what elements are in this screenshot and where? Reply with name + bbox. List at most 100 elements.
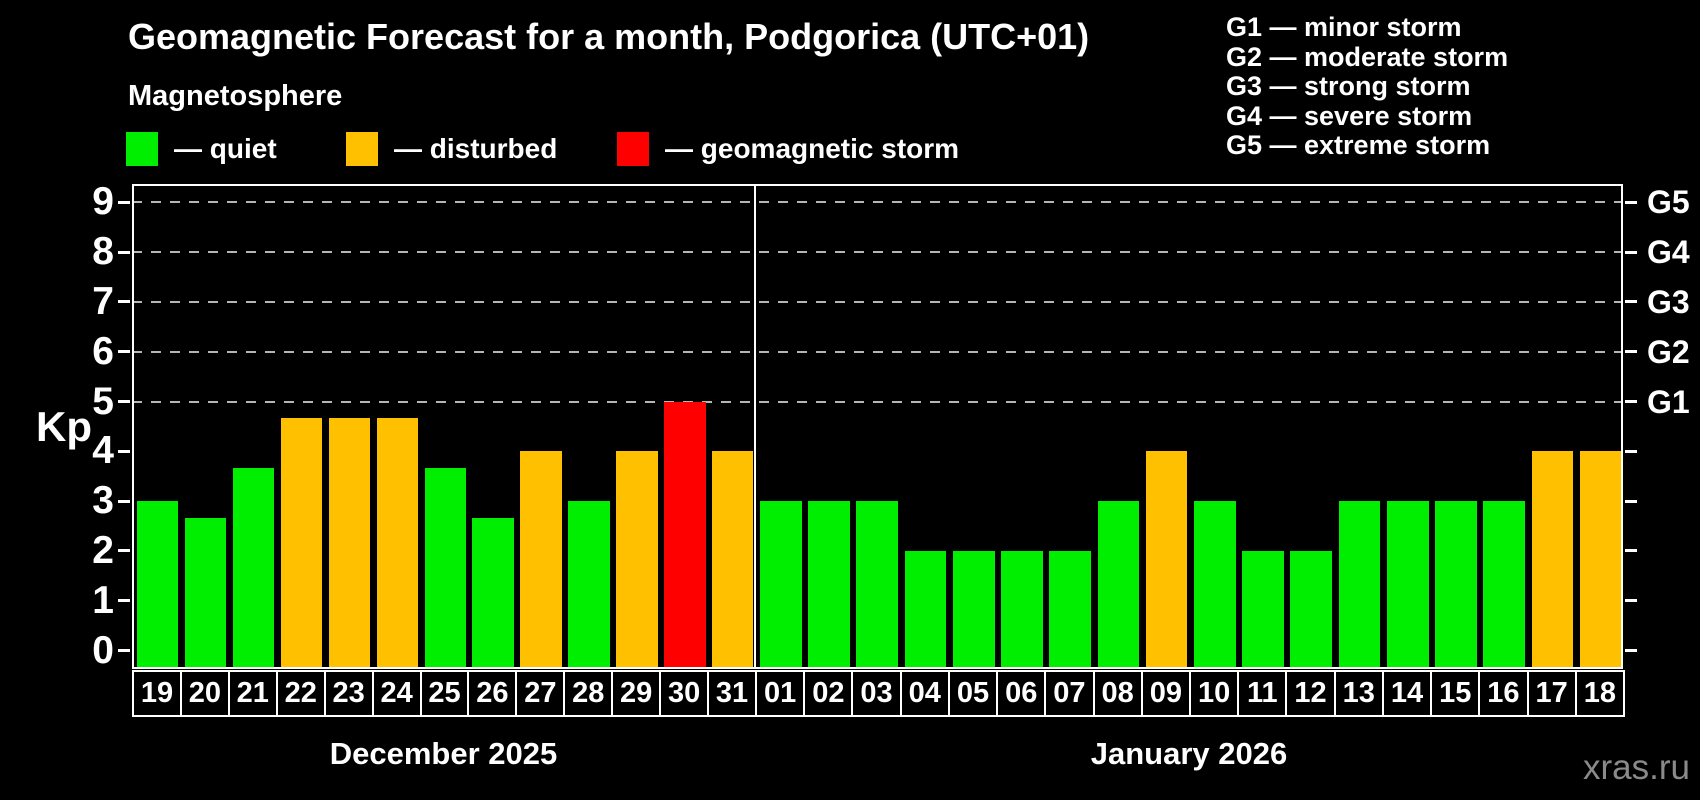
- legend-item-storm: — geomagnetic storm: [617, 132, 959, 166]
- day-label-12: 12: [1285, 670, 1336, 717]
- day-label-01: 01: [755, 670, 806, 717]
- gridline-kp7: [132, 300, 1623, 303]
- day-label-02: 02: [803, 670, 854, 717]
- day-label-04: 04: [899, 670, 950, 717]
- day-label-28: 28: [563, 670, 614, 717]
- y-axis-label: 7: [92, 279, 114, 323]
- day-label-25: 25: [419, 670, 470, 717]
- day-label-14: 14: [1381, 670, 1433, 717]
- kp-bar-16: [1483, 501, 1526, 669]
- storm-scale-g2: G2 — moderate storm: [1226, 41, 1509, 72]
- day-label-30: 30: [659, 670, 710, 717]
- day-label-11: 11: [1237, 670, 1288, 717]
- day-label-19: 19: [132, 670, 182, 717]
- day-label-24: 24: [371, 670, 422, 717]
- kp-bar-29: [616, 451, 658, 669]
- kp-bar-13: [1338, 501, 1381, 669]
- kp-bar-26: [472, 517, 514, 669]
- day-label-07: 07: [1044, 670, 1095, 717]
- month-label: December 2025: [329, 736, 558, 771]
- kp-bar-05: [952, 550, 995, 669]
- storm-scale-g3: G3 — strong storm: [1226, 71, 1471, 101]
- kp-bar-24: [376, 417, 419, 669]
- y-axis-tick-right: [1625, 350, 1637, 354]
- kp-bar-17: [1531, 451, 1574, 669]
- kp-bar-11: [1242, 550, 1284, 669]
- kp-bar-03: [856, 501, 899, 669]
- g-level-label-g4: G4: [1647, 234, 1690, 271]
- kp-bar-27: [520, 451, 562, 669]
- day-label-09: 09: [1140, 670, 1191, 717]
- quiet-color-swatch: [126, 132, 158, 166]
- gridline-kp6: [132, 350, 1623, 353]
- kp-bar-06: [1001, 550, 1043, 669]
- day-label-10: 10: [1189, 670, 1240, 717]
- day-label-03: 03: [851, 670, 902, 717]
- kp-bar-10: [1194, 501, 1236, 669]
- g-level-label-g3: G3: [1647, 283, 1690, 320]
- y-axis-label: 4: [92, 429, 114, 473]
- legend-label-disturbed: — disturbed: [394, 133, 558, 164]
- day-label-16: 16: [1478, 670, 1529, 717]
- kp-bar-30: [664, 401, 706, 669]
- gridline-kp9: [132, 201, 1623, 204]
- day-label-13: 13: [1333, 670, 1384, 717]
- kp-bar-31: [712, 451, 754, 669]
- y-axis-tick-right: [1625, 649, 1637, 652]
- legend-label-storm: — geomagnetic storm: [665, 133, 960, 164]
- storm-scale-g1: G1 — minor storm: [1226, 12, 1462, 42]
- y-axis-tick-left: [118, 250, 130, 254]
- y-axis-tick-left: [118, 499, 130, 503]
- day-label-18: 18: [1574, 670, 1625, 717]
- y-axis-tick-right: [1625, 449, 1637, 453]
- y-axis-tick-right: [1625, 200, 1637, 204]
- day-label-22: 22: [275, 670, 326, 717]
- y-axis-tick-right: [1625, 599, 1637, 603]
- y-axis-tick-right: [1625, 400, 1637, 403]
- kp-bar-21: [232, 467, 275, 669]
- g-level-label-g5: G5: [1647, 184, 1690, 221]
- y-axis-tick-left: [118, 300, 130, 304]
- day-label-31: 31: [707, 670, 757, 717]
- disturbed-color-swatch: [346, 132, 378, 166]
- y-axis-tick-left: [118, 200, 130, 204]
- y-axis-label: 0: [92, 628, 114, 672]
- kp-bar-08: [1097, 501, 1140, 669]
- month-separator: [754, 186, 756, 669]
- y-axis-label: 1: [92, 578, 114, 622]
- y-axis-tick-left: [118, 549, 130, 553]
- y-axis-tick-left: [118, 449, 130, 453]
- g-level-label-g1: G1: [1647, 383, 1690, 420]
- kp-bar-12: [1290, 550, 1333, 669]
- day-label-05: 05: [947, 670, 999, 717]
- y-axis-tick-left: [118, 649, 130, 652]
- g-level-label-g2: G2: [1647, 333, 1690, 370]
- legend-item-disturbed: — disturbed: [346, 132, 557, 166]
- day-label-15: 15: [1430, 670, 1481, 717]
- y-axis-label: 5: [92, 379, 114, 423]
- kp-bar-23: [328, 417, 371, 669]
- plot-frame: [132, 184, 1623, 669]
- y-axis-tick-left: [118, 400, 130, 403]
- y-axis-label: 6: [92, 329, 114, 373]
- y-axis-label: 8: [92, 230, 114, 274]
- y-axis-tick-right: [1625, 549, 1637, 553]
- kp-bar-19: [137, 501, 179, 669]
- kp-bar-14: [1386, 501, 1429, 669]
- day-label-08: 08: [1092, 670, 1143, 717]
- day-label-27: 27: [515, 670, 566, 717]
- kp-bar-01: [760, 501, 802, 669]
- month-label: January 2026: [1090, 736, 1288, 771]
- storm-scale-g4: G4 — severe storm: [1226, 100, 1473, 131]
- kp-bar-25: [424, 467, 466, 669]
- kp-bar-09: [1145, 451, 1188, 669]
- day-label-17: 17: [1526, 670, 1577, 717]
- day-label-20: 20: [179, 670, 230, 717]
- gridline-kp5: [132, 400, 1623, 403]
- watermark: xras.ru: [1583, 748, 1690, 787]
- day-label-29: 29: [611, 670, 662, 717]
- day-label-26: 26: [467, 670, 518, 717]
- day-label-21: 21: [227, 670, 278, 717]
- chart-subtitle: Magnetosphere: [128, 80, 343, 112]
